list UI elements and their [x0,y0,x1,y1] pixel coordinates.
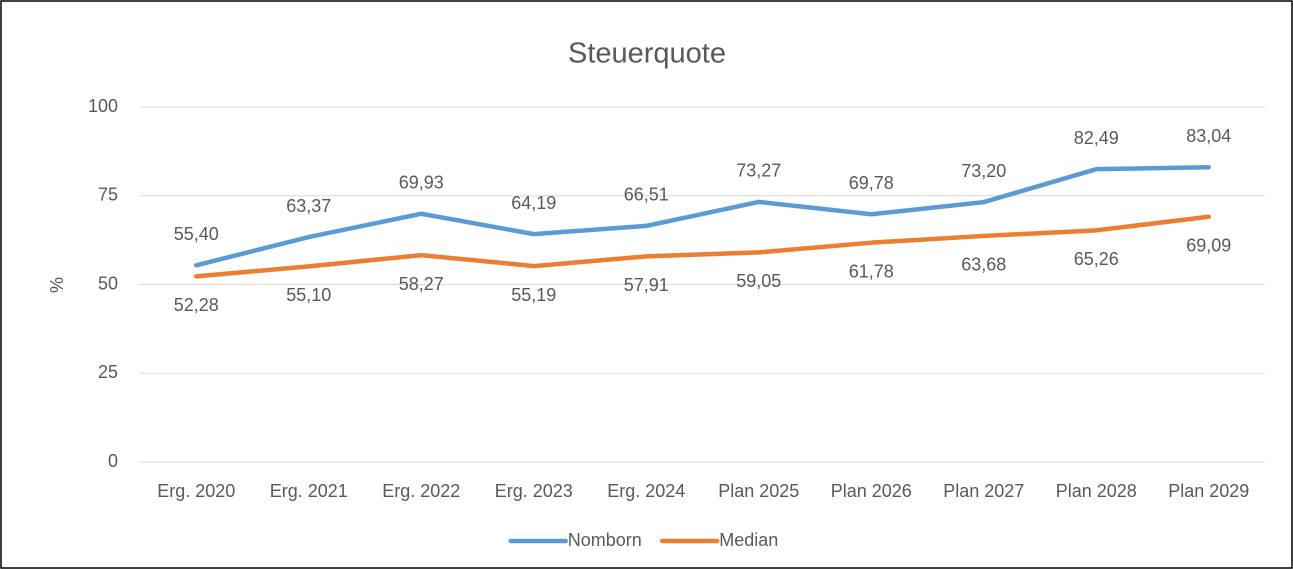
data-label: 69,93 [399,172,444,192]
y-tick-label: 100 [88,96,118,116]
y-tick-label: 75 [98,185,118,205]
x-tick-label: Plan 2029 [1168,481,1249,501]
x-tick-label: Plan 2025 [718,481,799,501]
x-tick-label: Erg. 2022 [382,481,460,501]
data-label: 61,78 [849,261,894,281]
data-label: 55,10 [286,285,331,305]
data-label: 57,91 [624,275,669,295]
y-tick-label: 0 [108,451,118,471]
data-label: 69,78 [849,173,894,193]
series-line [194,214,1211,279]
data-label: 52,28 [174,295,219,315]
data-label: 66,51 [624,185,669,205]
series-line [194,164,1211,268]
y-axis-label: % [47,277,67,293]
data-label: 63,68 [961,255,1006,275]
x-tick-label: Erg. 2020 [157,481,235,501]
y-tick-label: 25 [98,362,118,382]
data-label: 59,05 [736,271,781,291]
x-tick-label: Erg. 2023 [495,481,573,501]
y-tick-label: 50 [98,273,118,293]
legend-label: Median [719,530,778,550]
data-label: 64,19 [511,193,556,213]
data-label: 73,20 [961,161,1006,181]
x-tick-label: Plan 2027 [943,481,1024,501]
data-label: 83,04 [1186,126,1231,146]
data-label: 82,49 [1074,128,1119,148]
x-tick-label: Erg. 2024 [607,481,685,501]
chart-title: Steuerquote [568,38,726,70]
x-tick-label: Plan 2026 [831,481,912,501]
x-tick-label: Plan 2028 [1056,481,1137,501]
data-label: 55,19 [511,285,556,305]
data-label: 55,40 [174,224,219,244]
data-label: 58,27 [399,274,444,294]
legend-label: Nomborn [568,530,642,550]
data-label: 69,09 [1186,235,1231,255]
x-tick-label: Erg. 2021 [270,481,348,501]
data-label: 73,27 [736,161,781,181]
data-label: 65,26 [1074,249,1119,269]
data-label: 63,37 [286,196,331,216]
